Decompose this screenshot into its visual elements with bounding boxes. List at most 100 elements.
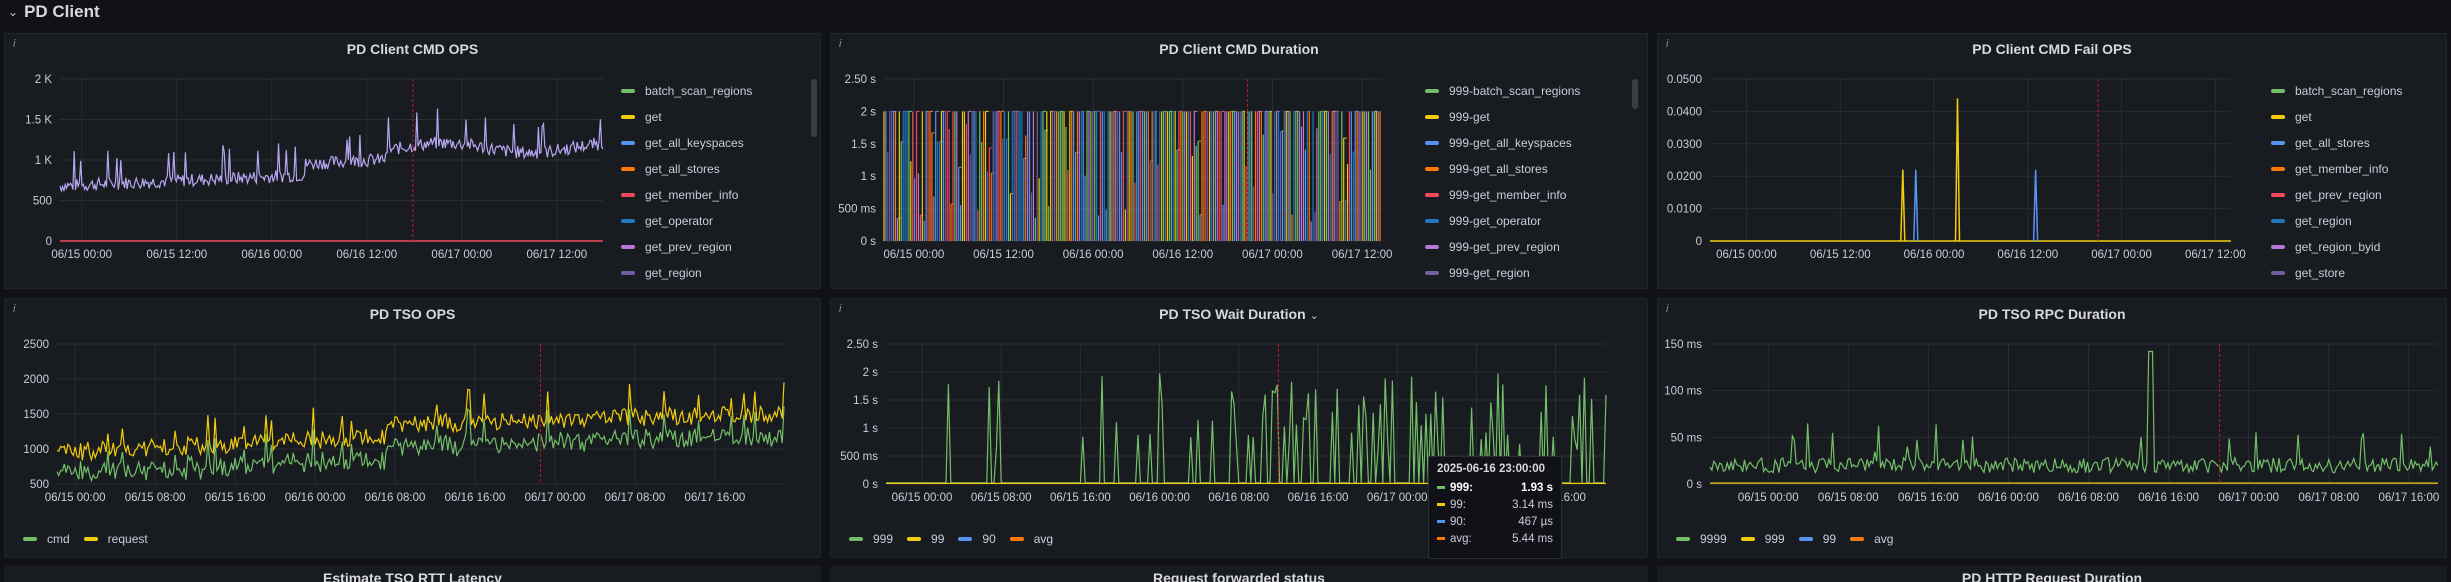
y-tick-label: 2 s [861, 106, 877, 118]
panel-p1[interactable]: i PD Client CMD OPS 0 500 1 K 1.5 K 2 K 06/15 0… [4, 33, 821, 289]
legend-label: get_prev_region [645, 240, 732, 254]
legend-item[interactable]: 999 [849, 531, 893, 547]
legend-item[interactable]: get_store [2271, 260, 2402, 286]
info-icon[interactable]: i [13, 303, 16, 315]
series-line [1954, 98, 1961, 242]
legend-swatch [2271, 89, 2285, 93]
legend-item[interactable]: 90 [958, 531, 996, 547]
panel-title[interactable]: PD Client CMD Duration [831, 41, 1647, 57]
series-line [59, 108, 604, 193]
legend-label: 9999 [1700, 532, 1727, 546]
legend-item[interactable]: get_all_keyspaces [621, 130, 752, 156]
legend-item[interactable]: get [2271, 104, 2402, 130]
panel-p2[interactable]: i PD Client CMD Duration 0 s 500 ms 1 s 1.5 s… [830, 33, 1648, 289]
legend-label: get_all_stores [645, 162, 720, 176]
panel-title[interactable]: PD TSO Wait Duration ⌄ [831, 306, 1647, 322]
legend-item[interactable]: get_region [2271, 208, 2402, 234]
panel-title[interactable]: PD Client CMD OPS [5, 41, 820, 57]
legend-item[interactable]: 999 [1740, 531, 1785, 547]
x-tick-label: 06/16 16:00 [2138, 492, 2199, 504]
legend-label: 999-batch_scan_regions [1449, 84, 1581, 98]
legend-item[interactable]: batch_scan_regions [621, 78, 752, 104]
legend-item[interactable]: get [621, 104, 752, 130]
legend-item[interactable]: 999-get_region [1425, 260, 1580, 286]
info-icon[interactable]: i [1666, 303, 1669, 315]
panel-p4[interactable]: i PD TSO OPS 500 1000 1500 2000 2500 06/15 00:0… [4, 298, 821, 558]
y-tick-label: 1.5 s [853, 395, 878, 407]
x-tick-label: 06/16 12:00 [336, 249, 397, 261]
legend-item[interactable]: cmd [23, 531, 70, 547]
legend-item[interactable]: 99 [907, 531, 944, 547]
legend-item[interactable]: get_member_info [621, 182, 752, 208]
legend-item[interactable]: 99 [1798, 531, 1837, 547]
legend-item[interactable]: 9999 [1676, 531, 1727, 547]
chevron-down-icon[interactable]: ⌄ [1309, 310, 1319, 322]
tooltip-value: 1.93 s [1521, 481, 1553, 494]
x-tick-label: 06/17 16:00 [2378, 492, 2439, 504]
info-icon[interactable]: i [1666, 38, 1669, 50]
legend-item[interactable]: 999-get_all_keyspaces [1425, 130, 1580, 156]
legend-item[interactable]: get_prev_region [621, 234, 752, 260]
legend-swatch [1740, 537, 1755, 541]
legend-item[interactable]: avg [1009, 531, 1053, 547]
legend-label: 999-get_operator [1449, 214, 1542, 228]
info-icon[interactable]: i [839, 303, 842, 315]
row-header[interactable]: ⌄ PD Client [0, 0, 2451, 24]
y-tick-label: 500 ms [840, 451, 878, 463]
chart-plot: 0 500 1 K 1.5 K 2 K 06/15 00:00 06/15 12:00 06/… [25, 74, 604, 261]
x-tick-label: 06/15 00:00 [1716, 249, 1777, 261]
x-tick-label: 06/15 12:00 [146, 249, 207, 261]
legend-swatch [2271, 245, 2285, 249]
x-tick-label: 06/16 00:00 [1904, 249, 1965, 261]
legend-swatch [1850, 537, 1865, 541]
legend-item[interactable]: get_all_stores [2271, 130, 2402, 156]
legend-swatch [621, 115, 635, 119]
legend-item[interactable]: request [83, 531, 148, 547]
panel-p6[interactable]: i PD TSO RPC Duration 0 s 50 ms 100 ms 150 ms… [1657, 298, 2447, 558]
legend-item[interactable]: 999-get_all_stores [1425, 156, 1580, 182]
info-icon[interactable]: i [839, 38, 842, 50]
x-tick-label: 06/15 00:00 [1738, 492, 1799, 504]
panel-title[interactable]: PD TSO OPS [5, 306, 820, 322]
legend-item[interactable]: 999-get_member_info [1425, 182, 1580, 208]
chart-plot: 500 1000 1500 2000 2500 06/15 00:00 06/15 08:0… [23, 339, 785, 504]
legend-scrollbar[interactable] [811, 79, 817, 137]
y-tick-label: 1 s [863, 423, 879, 435]
legend-item[interactable]: 999-get_operator [1425, 208, 1580, 234]
series-line [1900, 169, 1906, 242]
legend-item[interactable]: avg [1850, 531, 1893, 547]
y-tick-label: 2 K [35, 74, 53, 86]
chevron-down-icon[interactable]: ⌄ [8, 5, 19, 19]
panel-title[interactable]: PD HTTP Request Duration [1657, 566, 2447, 582]
x-tick-label: 06/17 08:00 [2298, 492, 2359, 504]
legend-item[interactable]: get_prev_region [2271, 182, 2402, 208]
info-icon[interactable]: i [13, 38, 16, 50]
chart-plot: 0 0.0100 0.0200 0.0300 0.0400 0.0500 06/15 00:… [1667, 74, 2246, 261]
legend-item[interactable]: 999-batch_scan_regions [1425, 78, 1580, 104]
legend-item[interactable]: get_all_stores [621, 156, 752, 182]
x-tick-label: 06/17 00:00 [2218, 492, 2279, 504]
legend-item[interactable]: get_region [621, 260, 752, 286]
legend-swatch [23, 537, 37, 541]
tooltip-row: avg: 5.44 ms [1437, 530, 1553, 547]
legend-label: 99 [1822, 532, 1837, 546]
y-tick-label: 0.0400 [1667, 106, 1702, 118]
panel-title[interactable]: PD Client CMD Fail OPS [1658, 41, 2446, 57]
x-tick-label: 06/16 00:00 [1129, 492, 1190, 504]
legend-item[interactable]: get_member_info [2271, 156, 2402, 182]
panel-title[interactable]: Request forwarded status [830, 566, 1648, 582]
legend-item[interactable]: 999-get [1425, 104, 1580, 130]
legend-swatch [849, 537, 863, 541]
legend-swatch [1425, 219, 1439, 223]
legend-label: 90 [982, 532, 996, 546]
x-tick-label: 06/17 00:00 [1367, 492, 1428, 504]
legend-item[interactable]: get_operator [621, 208, 752, 234]
panel-title[interactable]: Estimate TSO RTT Latency [4, 566, 821, 582]
legend-label: 999 [1764, 532, 1785, 546]
legend-item[interactable]: batch_scan_regions [2271, 78, 2402, 104]
legend-scrollbar[interactable] [1632, 79, 1638, 109]
panel-title[interactable]: PD TSO RPC Duration [1658, 306, 2446, 322]
legend-item[interactable]: 999-get_prev_region [1425, 234, 1580, 260]
legend-item[interactable]: get_region_byid [2271, 234, 2402, 260]
panel-p3[interactable]: i PD Client CMD Fail OPS 0 0.0100 0.0200 0.03… [1657, 33, 2447, 289]
